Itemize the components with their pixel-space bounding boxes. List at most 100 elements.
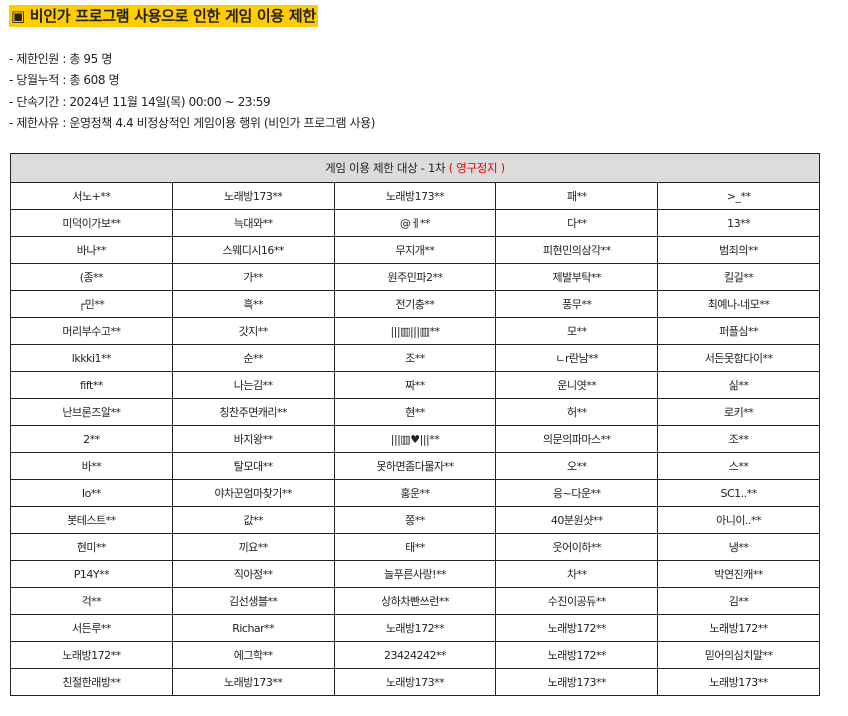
user-cell: 믿어의심치말** bbox=[657, 641, 820, 669]
info-restricted-count: - 제한인원 : 총 95 명 bbox=[9, 52, 112, 66]
user-cell: 패** bbox=[495, 182, 659, 210]
user-cell: 노래방173** bbox=[495, 668, 659, 696]
user-cell: 피현민의삼각** bbox=[495, 236, 659, 264]
restricted-users-table: 게임 이용 제한 대상 - 1차 ( 영구정지 ) 서노+** 노래방173** 노… bbox=[10, 153, 820, 696]
table-row: 서노+** 노래방173** 노래방173** 패** >_** bbox=[10, 182, 820, 210]
user-cell: 노래방173** bbox=[657, 668, 820, 696]
user-cell: 쫑** bbox=[333, 506, 497, 534]
user-cell: 박연진캐** bbox=[657, 560, 820, 588]
user-cell: 노래방172** bbox=[657, 614, 820, 642]
user-cell: 탈모대** bbox=[171, 452, 335, 480]
user-cell: 의문의파마스** bbox=[495, 425, 659, 453]
user-cell: 노래방172** bbox=[333, 614, 497, 642]
info-period: - 단속기간 : 2024년 11월 14일(목) 00:00 ~ 23:59 bbox=[9, 94, 271, 109]
user-cell: 칭찬주면캐리** bbox=[171, 398, 335, 426]
user-cell: 허** bbox=[495, 398, 659, 426]
user-cell: 흑** bbox=[171, 290, 335, 318]
table-row: 친절한래방** 노래방173** 노래방173** 노래방173** 노래방173** bbox=[10, 668, 820, 696]
user-cell: |||▥♥|||** bbox=[333, 425, 497, 453]
user-cell: 김선생블** bbox=[171, 587, 335, 615]
user-cell: 조** bbox=[333, 344, 497, 372]
user-cell: 바나** bbox=[10, 236, 173, 264]
table-row: ┌민** 흑** 전기충** 풍무** 최예나-네모** bbox=[10, 290, 820, 318]
user-cell: 노래방173** bbox=[333, 182, 497, 210]
user-cell: 봇테스트** bbox=[10, 506, 173, 534]
user-cell: 홍운** bbox=[333, 479, 497, 507]
table-row: fift** 나는김** 짜** 운니엿** 싦** bbox=[10, 371, 820, 399]
table-row: 현미** 끼요** 태** 웃어이하** 냉** bbox=[10, 533, 820, 561]
user-cell: 가** bbox=[171, 263, 335, 291]
user-cell: ┌민** bbox=[10, 290, 173, 318]
user-cell: Richar** bbox=[171, 614, 335, 642]
user-cell: 모** bbox=[495, 317, 659, 345]
user-cell: 노래방173** bbox=[171, 182, 335, 210]
user-cell: 늑대와** bbox=[171, 209, 335, 237]
user-cell: 무지개** bbox=[333, 236, 497, 264]
user-cell: 13** bbox=[657, 209, 820, 237]
user-cell: 친절한래방** bbox=[10, 668, 173, 696]
user-cell: 아니이..** bbox=[657, 506, 820, 534]
user-cell: P14Y** bbox=[10, 560, 173, 588]
table-header-title: 게임 이용 제한 대상 - 1차 bbox=[325, 161, 446, 175]
user-cell: 상하차빤쓰런** bbox=[333, 587, 497, 615]
user-cell: 갓지** bbox=[171, 317, 335, 345]
user-cell: 끼요** bbox=[171, 533, 335, 561]
user-cell: 바지왕** bbox=[171, 425, 335, 453]
user-cell: 현미** bbox=[10, 533, 173, 561]
table-row: lkkki1** 순** 조** ㄴr란남** 서든못함다이** bbox=[10, 344, 820, 372]
table-row: 바** 탈모대** 못하면좀다물자** 오** 스** bbox=[10, 452, 820, 480]
table-row: 노래방172** 에그학** 23424242** 노래방172** 믿어의심치말** bbox=[10, 641, 820, 669]
user-cell: 싦** bbox=[657, 371, 820, 399]
user-cell: 풍무** bbox=[495, 290, 659, 318]
user-cell: 응~다운** bbox=[495, 479, 659, 507]
user-cell: >_** bbox=[657, 182, 820, 210]
user-cell: 순** bbox=[171, 344, 335, 372]
user-cell: (종** bbox=[10, 263, 173, 291]
user-cell: 냉** bbox=[657, 533, 820, 561]
user-cell: 조** bbox=[657, 425, 820, 453]
user-cell: 값** bbox=[171, 506, 335, 534]
user-cell: 웃어이하** bbox=[495, 533, 659, 561]
user-cell: 노래방172** bbox=[495, 614, 659, 642]
user-cell: 제발부탁** bbox=[495, 263, 659, 291]
user-cell: SC1..** bbox=[657, 479, 820, 507]
table-row: 2** 바지왕** |||▥♥|||** 의문의파마스** 조** bbox=[10, 425, 820, 453]
user-cell: 킬길** bbox=[657, 263, 820, 291]
user-cell: 태** bbox=[333, 533, 497, 561]
user-cell: 직아정** bbox=[171, 560, 335, 588]
user-cell: 못하면좀다물자** bbox=[333, 452, 497, 480]
user-cell: 운니엿** bbox=[495, 371, 659, 399]
user-cell: 오** bbox=[495, 452, 659, 480]
user-cell: 2** bbox=[10, 425, 173, 453]
table-row: 걱** 김선생블** 상하차빤쓰런** 수진이공듀** 김** bbox=[10, 587, 820, 615]
user-cell: 차** bbox=[495, 560, 659, 588]
user-cell: 노래방173** bbox=[333, 668, 497, 696]
user-cell: 수진이공듀** bbox=[495, 587, 659, 615]
user-cell: 미덕이가보** bbox=[10, 209, 173, 237]
user-cell: 난브론즈알** bbox=[10, 398, 173, 426]
user-cell: 노래방172** bbox=[495, 641, 659, 669]
user-cell: 서든못함다이** bbox=[657, 344, 820, 372]
user-cell: 서노+** bbox=[10, 182, 173, 210]
table-row: Io** 야차꾼엄마찾기** 홍운** 응~다운** SC1..** bbox=[10, 479, 820, 507]
user-cell: ㄴr란남** bbox=[495, 344, 659, 372]
user-cell: 전기충** bbox=[333, 290, 497, 318]
table-row: 미덕이가보** 늑대와** @ㅔ** 다** 13** bbox=[10, 209, 820, 237]
user-cell: 서든루** bbox=[10, 614, 173, 642]
user-cell: 나는김** bbox=[171, 371, 335, 399]
table-header-status: ( 영구정지 ) bbox=[448, 161, 506, 175]
user-cell: fift** bbox=[10, 371, 173, 399]
user-cell: Io** bbox=[10, 479, 173, 507]
info-monthly-total: - 당월누적 : 총 608 명 bbox=[9, 73, 120, 88]
page-title: ▣ 비인가 프로그램 사용으로 인한 게임 이용 제한 bbox=[9, 5, 318, 27]
user-cell: 늘푸른사랑!** bbox=[333, 560, 497, 588]
user-cell: 다** bbox=[495, 209, 659, 237]
table-row: 머리부수고** 갓지** |||▥|||▥** 모** 퍼플심** bbox=[10, 317, 820, 345]
user-cell: 에그학** bbox=[171, 641, 335, 669]
user-cell: 바** bbox=[10, 452, 173, 480]
user-cell: 40분원샷** bbox=[495, 506, 659, 534]
table-row: 봇테스트** 값** 쫑** 40분원샷** 아니이..** bbox=[10, 506, 820, 534]
user-cell: 노래방173** bbox=[171, 668, 335, 696]
user-cell: 김** bbox=[657, 587, 820, 615]
user-cell: 23424242** bbox=[333, 641, 497, 669]
